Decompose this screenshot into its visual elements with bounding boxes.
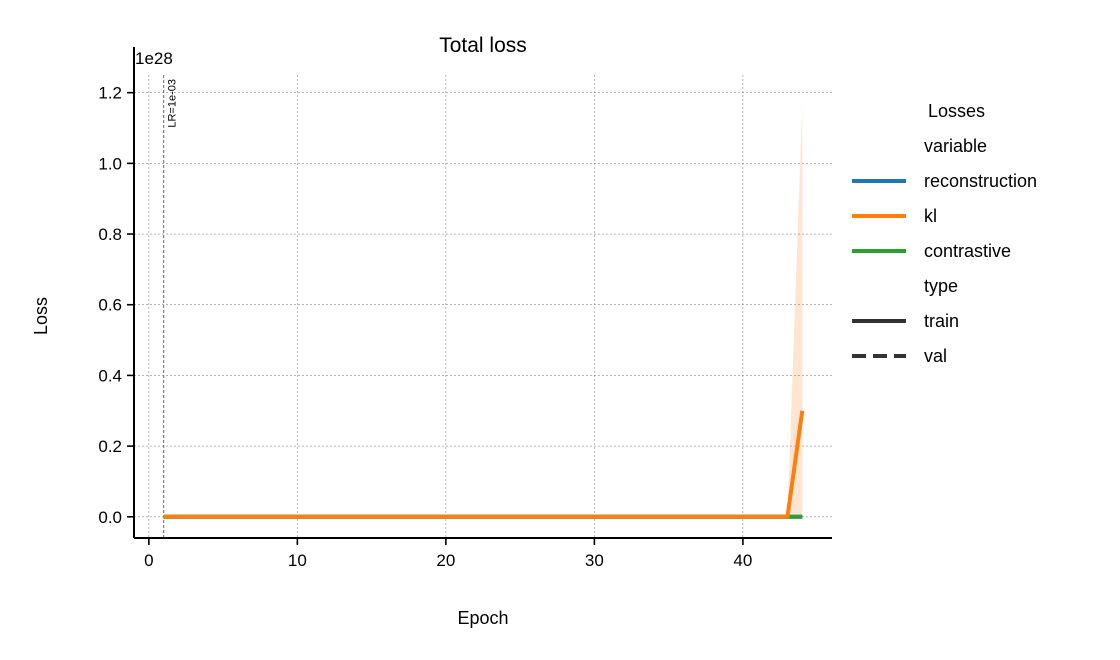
y-tick-label: 1.2 (98, 84, 122, 103)
legend-group-header: type (924, 276, 958, 296)
y-tick-label: 0.4 (98, 366, 122, 385)
annotation-layer: LR=1e-03 (163, 75, 179, 538)
legend-group-header: variable (924, 136, 987, 156)
y-tick-label: 1.0 (98, 154, 122, 173)
lr-marker-label: LR=1e-03 (167, 79, 179, 128)
band-layer (787, 103, 803, 517)
confidence-band-kl (787, 103, 803, 517)
y-tick-label: 0.0 (98, 508, 122, 527)
chart-title: Total loss (439, 34, 527, 57)
legend-label-reconstruction: reconstruction (924, 171, 1037, 191)
series-layer (163, 410, 805, 519)
x-tick-label: 20 (436, 551, 455, 570)
y-tick-label: 0.8 (98, 225, 122, 244)
legend-label-contrastive: contrastive (924, 241, 1011, 261)
y-tick-label: 0.2 (98, 437, 122, 456)
y-axis-label: Loss (31, 297, 51, 335)
x-tick-label: 10 (288, 551, 307, 570)
x-tick-label: 30 (585, 551, 604, 570)
y-tick-label: 0.6 (98, 296, 122, 315)
legend-title: Losses (928, 101, 985, 121)
y-offset-label: 1e28 (135, 49, 173, 68)
legend-label-train: train (924, 311, 959, 331)
x-tick-label: 40 (733, 551, 752, 570)
ticks: 0 10 20 30 40 0.0 0.2 0.4 0.6 0.8 1.0 1.2 (98, 84, 752, 570)
axes (133, 47, 832, 539)
series-line-kl (163, 410, 805, 519)
legend-label-kl: kl (924, 206, 937, 226)
legend: Losses variable reconstruction kl contrastiv… (852, 101, 1037, 366)
x-tick-label: 0 (144, 551, 153, 570)
x-axis-label: Epoch (457, 608, 508, 628)
grid (134, 75, 832, 538)
legend-label-val: val (924, 346, 947, 366)
